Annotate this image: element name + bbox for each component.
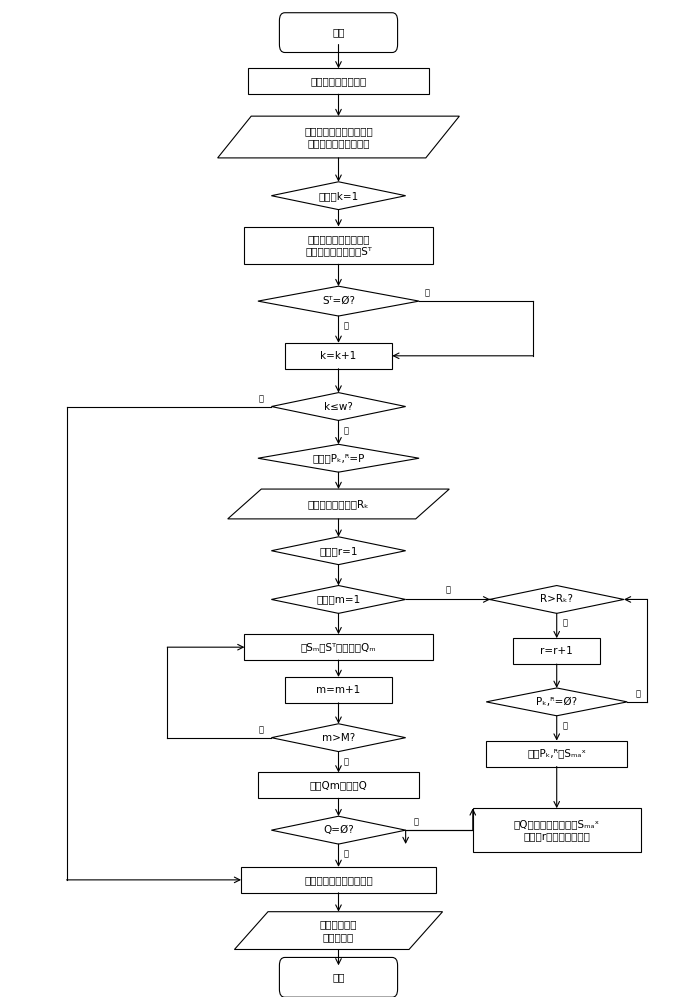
Polygon shape: [234, 912, 443, 949]
Polygon shape: [271, 393, 406, 420]
Text: 是: 是: [344, 426, 349, 435]
Text: 否: 否: [414, 818, 418, 827]
Bar: [513, 638, 600, 664]
Bar: [285, 677, 392, 703]
Polygon shape: [217, 116, 460, 158]
Bar: [248, 68, 429, 94]
Bar: [473, 808, 640, 852]
Text: 利用分段式购票机制得
到目标乘客座位集合Sᵀ: 利用分段式购票机制得 到目标乘客座位集合Sᵀ: [305, 234, 372, 257]
Text: 结束: 结束: [332, 972, 345, 982]
Text: 初始化r=1: 初始化r=1: [320, 546, 357, 556]
Text: R>Rₖ?: R>Rₖ?: [540, 594, 573, 604]
Text: 否: 否: [259, 394, 263, 403]
Polygon shape: [258, 444, 419, 472]
Text: 输出各位乘客
的座位信息: 输出各位乘客 的座位信息: [320, 919, 357, 942]
Text: 初始化m=1: 初始化m=1: [316, 594, 361, 604]
Polygon shape: [271, 816, 406, 844]
Polygon shape: [258, 286, 419, 316]
Polygon shape: [271, 537, 406, 565]
Bar: [285, 343, 392, 369]
Text: Q=Ø?: Q=Ø?: [323, 825, 354, 835]
Text: m=m+1: m=m+1: [316, 685, 361, 695]
Text: 初始化Pₖ,ᴿ=P: 初始化Pₖ,ᴿ=P: [312, 453, 365, 463]
Polygon shape: [271, 586, 406, 613]
Text: Sᵀ=Ø?: Sᵀ=Ø?: [322, 296, 355, 306]
Bar: [241, 867, 436, 893]
Text: 否: 否: [344, 321, 349, 330]
Text: 否: 否: [635, 689, 640, 698]
Polygon shape: [227, 489, 450, 519]
Text: k≤w?: k≤w?: [324, 402, 353, 412]
Polygon shape: [489, 586, 624, 613]
Text: 更新Pₖ,ᴿ和Sₘₐˣ: 更新Pₖ,ᴿ和Sₘₐˣ: [527, 749, 586, 759]
Polygon shape: [271, 182, 406, 210]
Text: 求Sₘ与Sᵀ的亲密度Qₘ: 求Sₘ与Sᵀ的亲密度Qₘ: [301, 642, 376, 652]
Text: 是: 是: [344, 757, 349, 766]
Text: 否: 否: [259, 725, 263, 734]
Text: 初始化列车座位集合: 初始化列车座位集合: [310, 76, 367, 86]
Text: 是: 是: [445, 585, 450, 594]
Text: 获取本次购票张数，获取
被刺购票所离站间区间: 获取本次购票张数，获取 被刺购票所离站间区间: [304, 126, 373, 148]
Text: 获取允许换座次数Rₖ: 获取允许换座次数Rₖ: [307, 499, 370, 509]
Polygon shape: [486, 688, 627, 716]
FancyBboxPatch shape: [280, 957, 397, 997]
Text: m>M?: m>M?: [322, 733, 355, 743]
FancyBboxPatch shape: [280, 13, 397, 52]
Text: r=r+1: r=r+1: [540, 646, 573, 656]
Bar: [258, 772, 419, 798]
Text: 将Q中数值最大的元素Sₘₐˣ
座位第r次匹配到的座位: 将Q中数值最大的元素Sₘₐˣ 座位第r次匹配到的座位: [514, 819, 600, 841]
Text: 是: 是: [344, 850, 349, 859]
Text: 计算各位乘客的座位信息: 计算各位乘客的座位信息: [304, 875, 373, 885]
Polygon shape: [271, 724, 406, 752]
Text: 初始化k=1: 初始化k=1: [318, 191, 359, 201]
Text: 开始: 开始: [332, 28, 345, 38]
Bar: [486, 741, 627, 767]
Text: 是: 是: [563, 721, 567, 730]
Bar: [244, 227, 433, 264]
Text: 否: 否: [563, 619, 567, 628]
Text: k=k+1: k=k+1: [320, 351, 357, 361]
Text: 是: 是: [424, 289, 430, 298]
Text: 得到Qm的集合Q: 得到Qm的集合Q: [309, 780, 368, 790]
Text: Pₖ,ᴿ=Ø?: Pₖ,ᴿ=Ø?: [536, 697, 577, 707]
Bar: [244, 634, 433, 660]
